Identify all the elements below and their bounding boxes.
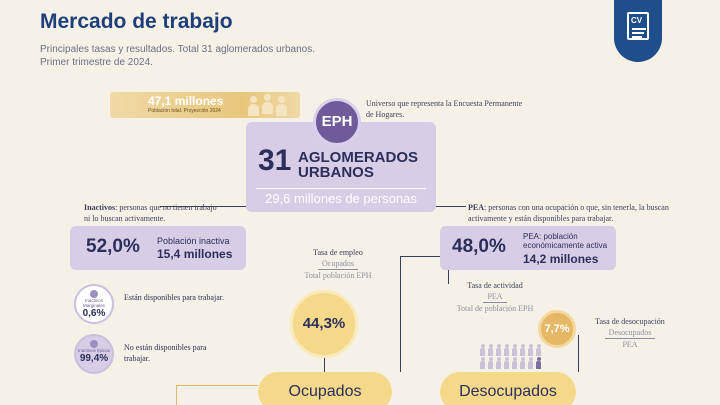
tasa-empleo-value: 44,3% [290,290,358,358]
page-title: Mercado de trabajo [40,10,233,33]
inactivos-label: Población inactiva [157,236,230,246]
inactivos-desc-text: : personas que no tienen trabajo ni lo b… [84,203,217,223]
pea-desc-text: : personas con una ocupación o que, sin … [468,203,669,223]
pea-description: PEA: personas con una ocupación o que, s… [468,202,678,224]
inactivos-card [70,226,246,270]
people-icon [276,96,287,116]
inactivos-value: 15,4 millones [157,247,233,261]
tasa-actividad-title: Tasa de actividad [467,281,523,290]
person-icon [480,344,485,356]
total-personas: 29,6 millones de personas [265,191,417,206]
tasa-desocupacion-title: Tasa de desocupación [595,317,665,326]
connector [176,385,258,405]
person-icon [528,357,533,369]
divider [256,188,426,189]
pea-value: 14,2 millones [523,252,599,266]
person-icon [520,357,525,369]
tasa-actividad-formula: Tasa de actividad PEA Total de población… [440,280,550,314]
desocupados-label: Desocupados [440,372,576,405]
inactivos-keyword: Inactivos [84,203,116,212]
pea-pct: 48,0% [452,236,506,257]
marginales-circle: Inactivos Marginales 0,6% [74,284,114,324]
person-icon [488,344,493,356]
aglomerados-text: AGLOMERADOS URBANOS [298,149,418,181]
pea-label: PEA: población económicamente activa [523,232,608,250]
person-icon [512,344,517,356]
eph-badge: EPH [313,98,361,146]
tasa-empleo-denominator: Total población EPH [304,271,372,280]
person-icon [90,290,98,298]
tipicos-label: Inactivos típicos [77,348,110,353]
pea-card [440,226,616,270]
tasa-desocupacion-value: 7,7% [538,310,576,348]
eph-note: Universo que representa la Encuesta Perm… [366,99,523,119]
ocupados-label: Ocupados [258,372,392,405]
people-icon [262,94,273,114]
logo: CV [614,0,662,62]
marginales-note: Están disponibles para trabajar. [124,293,224,302]
person-icon [512,357,517,369]
tasa-desocupacion-numerator: Desocupados [604,327,656,339]
tasa-actividad-denominator: Total de población EPH [456,304,534,313]
person-icon [496,357,501,369]
person-icon [90,340,98,348]
population-value: 47,1 millones [148,94,224,108]
page-subtitle: Principales tasas y resultados. Total 31… [40,43,315,69]
person-icon [536,357,541,369]
logo-text: CV [631,16,643,25]
tipicos-pct: 99,4% [79,353,109,364]
tasa-desocupacion-denominator: PEA [622,340,638,349]
person-icon [496,344,501,356]
pea-keyword: PEA [468,203,484,212]
aglomerados-number: 31 [258,144,292,177]
subtitle-line: Primer trimestre de 2024. [40,57,153,68]
person-icon [480,357,485,369]
tasa-actividad-numerator: PEA [483,291,507,303]
tasa-empleo-numerator: Ocupados [318,258,358,270]
person-icon [536,344,541,356]
tipicos-note: No están disponibles para trabajar. [124,343,207,363]
document-icon: CV [627,12,649,40]
person-icon [520,344,525,356]
inactivos-description: Inactivos: personas que no tienen trabaj… [84,202,224,224]
person-icon [504,357,509,369]
population-label: Población total. Proyección 2024 [148,108,221,114]
marginales-label: Inactivos Marginales [82,298,105,308]
person-icon [488,357,493,369]
tasa-empleo-title: Tasa de empleo [313,248,363,257]
tipicos-circle: Inactivos típicos 99,4% [74,334,114,374]
person-icon [504,344,509,356]
tasa-desocupacion-formula: Tasa de desocupación Desocupados PEA [585,316,675,350]
person-icon [528,344,533,356]
subtitle-line: Principales tasas y resultados. Total 31… [40,44,315,55]
inactivos-pct: 52,0% [86,236,140,257]
people-icon [248,96,259,116]
marginales-pct: 0,6% [82,308,106,319]
tasa-empleo-formula: Tasa de empleo Ocupados Total población … [278,247,398,281]
